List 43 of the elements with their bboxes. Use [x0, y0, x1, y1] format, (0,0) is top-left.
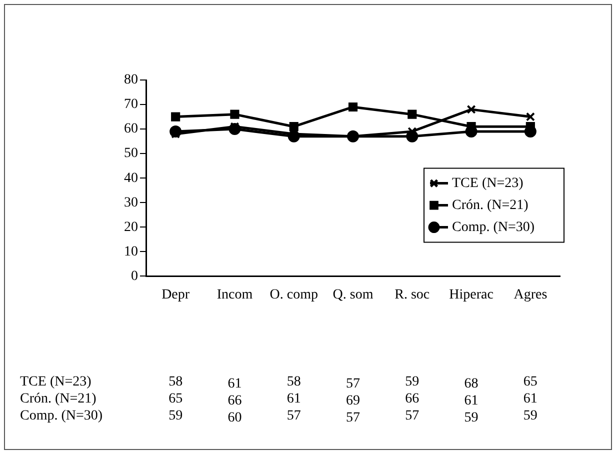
y-tick-label: 40: [124, 170, 138, 186]
data-label: 58: [286, 374, 301, 390]
data-label: 68: [464, 376, 478, 392]
legend-label: TCE (N=23): [452, 176, 524, 191]
y-tick-label: 70: [124, 97, 138, 112]
y-tick-label: 0: [131, 268, 138, 284]
legend-label: Comp. (N=30): [452, 220, 535, 235]
data-label: 61: [523, 392, 538, 407]
data-label: 57: [346, 410, 360, 426]
data-label: 61: [464, 394, 478, 409]
y-tick-label: 10: [124, 244, 138, 260]
data-label: 57: [405, 408, 420, 424]
data-label: 58: [168, 374, 183, 390]
x-tick-label: R. soc: [394, 287, 430, 302]
data-label: 66: [228, 394, 242, 409]
data-label: 65: [168, 392, 183, 407]
text: TCE (N=23): [20, 374, 92, 390]
data-label: 59: [168, 408, 183, 424]
data-label: 60: [228, 410, 242, 426]
data-label: 65: [523, 374, 538, 390]
data-label: 61: [286, 392, 301, 407]
data-label: 61: [228, 376, 242, 392]
text: Crón. (N=21): [20, 392, 96, 407]
y-tick-label: 20: [124, 220, 138, 235]
data-label: 59: [523, 408, 538, 424]
x-tick-label: O. comp: [270, 287, 318, 302]
y-tick-label: 60: [124, 122, 138, 137]
data-label: 69: [346, 394, 360, 409]
x-tick-label: Incom: [216, 287, 253, 302]
x-tick-label: Agres: [514, 287, 548, 302]
data-label: 66: [405, 392, 420, 407]
data-label: 59: [405, 374, 420, 390]
x-tick-label: Hiperac: [449, 287, 494, 302]
x-tick-label: Depr: [162, 287, 190, 302]
legend-label: Crón. (N=21): [452, 198, 529, 213]
data-label: 59: [464, 410, 478, 426]
text: Comp. (N=30): [20, 408, 103, 424]
y-tick-label: 50: [124, 146, 138, 162]
y-tick-label: 80: [124, 72, 138, 88]
y-tick-label: 30: [124, 195, 138, 210]
data-label: 57: [346, 376, 360, 392]
data-label: 57: [286, 408, 301, 424]
x-tick-label: Q. som: [332, 287, 374, 302]
